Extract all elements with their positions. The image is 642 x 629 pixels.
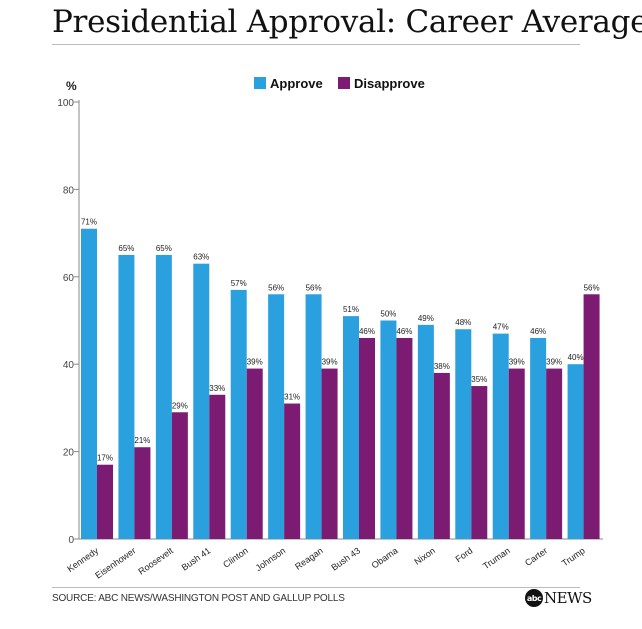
data-label-disapprove-bush-41: 33% <box>209 384 225 393</box>
bar-approve-eisenhower <box>118 254 135 539</box>
x-tick-label-kennedy: Kennedy <box>65 545 100 574</box>
chart-title: Presidential Approval: Career Averages <box>52 4 642 40</box>
abc-news-logo: abc NEWS <box>525 589 592 607</box>
bar-disapprove-clinton <box>246 368 263 539</box>
x-tick-label-johnson: Johnson <box>254 545 288 573</box>
y-axis-label: % <box>66 79 77 93</box>
bar-approve-reagan <box>305 294 322 539</box>
data-label-approve-ford: 48% <box>455 318 471 327</box>
x-tick-label-nixon: Nixon <box>412 545 437 566</box>
data-label-disapprove-reagan: 39% <box>322 358 338 367</box>
data-label-disapprove-kennedy: 17% <box>97 454 113 463</box>
data-label-disapprove-clinton: 39% <box>247 358 263 367</box>
bar-disapprove-trump <box>583 294 600 539</box>
data-label-approve-bush-41: 63% <box>193 253 209 262</box>
bar-disapprove-kennedy <box>97 464 113 539</box>
y-tick-label: 20 <box>63 448 75 459</box>
x-tick-label-reagan: Reagan <box>293 545 325 571</box>
bar-approve-clinton <box>230 289 247 539</box>
bar-approve-johnson <box>268 294 285 539</box>
data-label-disapprove-bush-43: 46% <box>359 327 375 336</box>
x-tick-label-roosevelt: Roosevelt <box>136 545 175 576</box>
data-label-approve-eisenhower: 65% <box>118 244 134 253</box>
bar-approve-ford <box>455 329 472 539</box>
y-tick-label: 0 <box>68 535 74 546</box>
bar-disapprove-johnson <box>284 403 301 539</box>
data-label-disapprove-roosevelt: 29% <box>172 401 188 410</box>
data-label-approve-carter: 46% <box>530 327 546 336</box>
data-label-approve-kennedy: 71% <box>81 218 97 227</box>
x-tick-label-ford: Ford <box>454 545 475 564</box>
bar-approve-roosevelt <box>155 254 172 539</box>
source-note: SOURCE: ABC NEWS/WASHINGTON POST AND GAL… <box>52 593 345 604</box>
bar-approve-bush-43 <box>343 316 359 539</box>
bar-disapprove-nixon <box>433 372 450 539</box>
data-label-approve-truman: 47% <box>493 323 509 332</box>
bar-disapprove-roosevelt <box>171 412 188 539</box>
bar-approve-carter <box>530 337 547 539</box>
data-label-approve-roosevelt: 65% <box>156 244 172 253</box>
data-label-approve-nixon: 49% <box>418 314 434 323</box>
data-label-disapprove-carter: 39% <box>546 358 562 367</box>
data-label-disapprove-johnson: 31% <box>284 393 300 402</box>
x-tick-label-bush-43: Bush 43 <box>329 545 362 572</box>
data-label-disapprove-obama: 46% <box>396 327 412 336</box>
legend-swatch-approve <box>254 77 266 89</box>
bar-disapprove-reagan <box>321 368 338 539</box>
y-tick-label: 40 <box>63 360 75 371</box>
y-tick-label: 80 <box>63 185 75 196</box>
data-label-disapprove-nixon: 38% <box>434 362 450 371</box>
bar-disapprove-bush-43 <box>359 337 375 539</box>
x-tick-label-bush-41: Bush 41 <box>180 545 213 572</box>
bar-disapprove-carter <box>546 368 563 539</box>
footer-divider <box>52 587 580 588</box>
legend-label-disapprove: Disapprove <box>354 76 425 91</box>
data-label-approve-clinton: 57% <box>231 279 247 288</box>
bar-approve-trump <box>567 364 584 539</box>
y-tick-label: 100 <box>57 98 74 109</box>
bar-approve-nixon <box>417 324 434 539</box>
bar-approve-obama <box>380 320 397 539</box>
x-tick-label-eisenhower: Eisenhower <box>93 545 137 580</box>
data-label-disapprove-eisenhower: 21% <box>134 436 150 445</box>
y-tick-label: 60 <box>63 273 75 284</box>
x-tick-label-carter: Carter <box>523 545 549 568</box>
bar-disapprove-eisenhower <box>134 447 151 539</box>
data-label-approve-trump: 40% <box>568 353 584 362</box>
bar-disapprove-obama <box>396 337 413 539</box>
bar-chart: % 0 20 40 60 80 100 Approve Disapprove 71% 17% Kenn… <box>57 76 603 581</box>
data-label-disapprove-truman: 39% <box>509 358 525 367</box>
x-tick-label-trump: Trump <box>560 545 587 568</box>
x-tick-label-clinton: Clinton <box>221 545 250 569</box>
bar-disapprove-truman <box>508 368 525 539</box>
bar-disapprove-bush-41 <box>209 394 226 539</box>
data-label-approve-reagan: 56% <box>306 283 322 292</box>
data-label-approve-obama: 50% <box>380 310 396 319</box>
data-label-approve-bush-43: 51% <box>343 305 359 314</box>
bar-approve-truman <box>492 333 509 539</box>
data-label-disapprove-trump: 56% <box>584 283 600 292</box>
news-logo-word: NEWS <box>544 589 592 607</box>
legend-swatch-disapprove <box>338 77 350 89</box>
bar-disapprove-ford <box>471 386 488 539</box>
title-divider <box>52 44 580 45</box>
bar-approve-bush-41 <box>193 263 210 539</box>
data-label-disapprove-ford: 35% <box>471 375 487 384</box>
abc-logo-mark: abc <box>525 589 543 607</box>
bar-approve-kennedy <box>81 228 97 540</box>
legend-label-approve: Approve <box>270 76 323 91</box>
data-label-approve-johnson: 56% <box>268 283 284 292</box>
x-tick-label-obama: Obama <box>370 545 400 570</box>
x-tick-label-truman: Truman <box>481 545 512 571</box>
